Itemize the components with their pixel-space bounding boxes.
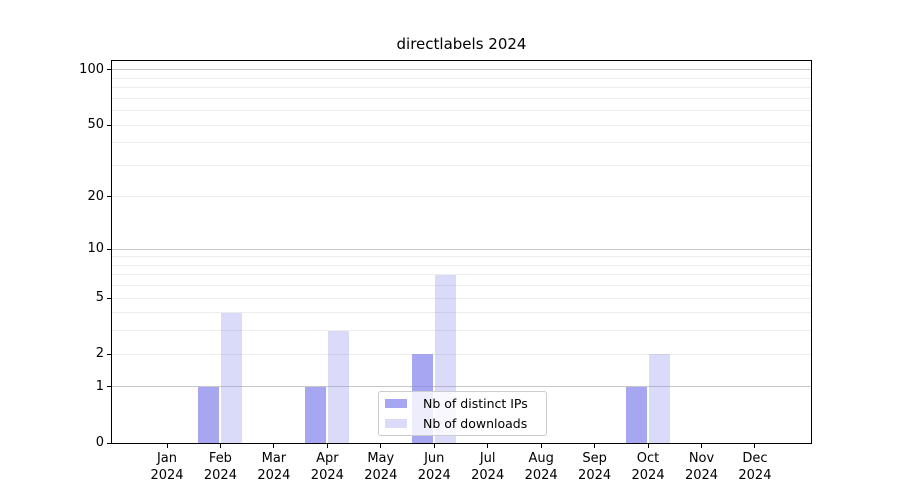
x-tick-label: Jun 2024 [417,451,451,483]
legend-swatch-downloads [385,419,407,428]
bar-downloads [328,330,350,443]
legend: Nb of distinct IPs Nb of downloads [378,391,547,436]
y-tick-mark [107,196,111,198]
gridline-minor [112,87,811,89]
gridline-major [112,386,811,388]
x-tick-label: Dec 2024 [738,451,772,483]
x-tick-label: Jan 2024 [150,451,184,483]
y-tick-label: 1 [95,378,104,394]
x-tick-label: Nov 2024 [684,451,719,483]
y-tick-label: 100 [79,61,104,77]
x-tick-mark [326,444,328,448]
y-tick-label: 2 [95,346,104,362]
x-tick-mark [594,444,596,448]
legend-label-distinct-ips: Nb of distinct IPs [423,395,528,411]
gridline-minor [112,312,811,314]
y-tick-label: 0 [95,435,104,450]
x-tick-label: Mar 2024 [257,451,291,483]
chart-title: directlabels 2024 [396,35,527,53]
legend-item-distinct-ips: Nb of distinct IPs [385,395,546,413]
gridline-minor [112,330,811,332]
gridline-minor [112,164,811,166]
gridline-minor [112,353,811,355]
legend-item-downloads: Nb of downloads [385,415,546,433]
gridline-minor [112,77,811,79]
y-tick-label: 10 [87,241,104,257]
y-tick-label: 50 [87,117,104,133]
y-tick-label: 20 [87,188,104,204]
y-tick-mark [107,248,111,250]
x-tick-mark [380,444,382,448]
gridline-major [112,248,811,250]
gridline-minor [112,124,811,126]
bar-distinct-ips [198,386,220,443]
gridline-major [112,69,811,71]
x-tick-label: Aug 2024 [524,451,558,483]
bar-distinct-ips [626,386,648,443]
gridline-minor [112,285,811,287]
legend-swatch-distinct-ips [385,399,407,408]
bar-downloads [649,354,671,443]
y-tick-mark [107,386,111,388]
x-tick-mark [273,444,275,448]
x-tick-mark [219,444,221,448]
x-tick-mark [433,444,435,448]
y-tick-mark [107,69,111,71]
y-tick-mark [107,353,111,355]
y-tick-label: 5 [95,290,104,306]
bar-downloads [221,312,243,443]
gridline-minor [112,274,811,276]
gridline-minor [112,264,811,266]
legend-label-downloads: Nb of downloads [423,415,528,431]
x-tick-label: Sep 2024 [578,451,612,483]
x-tick-mark [540,444,542,448]
plot-area: Nb of distinct IPs Nb of downloads [107,60,812,448]
x-tick-label: May 2024 [364,451,398,483]
x-tick-mark [647,444,649,448]
y-tick-mark [107,297,111,299]
gridline-minor [112,110,811,112]
y-tick-mark [107,124,111,126]
gridline-minor [112,297,811,299]
gridline-minor [112,97,811,99]
x-tick-mark [754,444,756,448]
x-tick-mark [701,444,702,448]
gridline-minor [112,142,811,144]
x-tick-label: Apr 2024 [310,451,344,483]
y-tick-mark [107,442,111,444]
x-tick-label: Jul 2024 [471,451,505,483]
gridline-minor [112,196,811,198]
bar-distinct-ips [305,386,327,443]
x-tick-mark [166,444,168,448]
gridline-minor [112,256,811,258]
x-tick-label: Feb 2024 [203,451,237,483]
x-tick-label: Oct 2024 [631,451,665,483]
x-tick-mark [487,444,489,448]
